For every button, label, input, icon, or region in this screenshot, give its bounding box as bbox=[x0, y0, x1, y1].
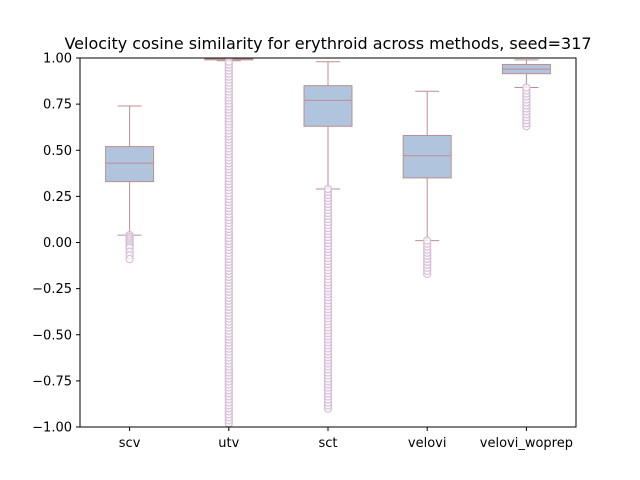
box-velovi bbox=[402, 90, 452, 242]
outlier-point bbox=[522, 83, 531, 92]
y-tick-label: −0.25 bbox=[32, 282, 72, 297]
y-tick-label: −0.75 bbox=[32, 374, 72, 389]
plot-area bbox=[105, 57, 551, 428]
y-tick-label: 0.75 bbox=[43, 98, 72, 113]
outlier-point bbox=[423, 236, 432, 245]
box-iqr bbox=[105, 146, 155, 183]
x-tick-label: sct bbox=[318, 436, 337, 451]
x-tick-label: velovi bbox=[408, 436, 447, 451]
y-tick-label: 0.50 bbox=[43, 144, 72, 159]
y-tick-label: −0.50 bbox=[32, 328, 72, 343]
box-iqr bbox=[402, 134, 452, 179]
outlier-point bbox=[125, 254, 134, 264]
x-tick-label: utv bbox=[218, 436, 239, 451]
x-axis: scv utv sct velovi velovi_woprep bbox=[119, 427, 573, 451]
x-tick-label: scv bbox=[119, 436, 141, 451]
outlier-point bbox=[224, 57, 233, 66]
box-iqr bbox=[303, 85, 353, 127]
box-scv bbox=[105, 105, 155, 236]
y-tick-label: 0.25 bbox=[43, 190, 72, 205]
y-tick-label: 1.00 bbox=[43, 52, 72, 67]
chart-title: Velocity cosine similarity for erythroid… bbox=[64, 34, 591, 53]
box-sct bbox=[303, 61, 353, 190]
x-tick-label: velovi_woprep bbox=[480, 436, 573, 451]
y-tick-label: −1.00 bbox=[32, 421, 72, 436]
y-axis: 1.00 0.75 0.50 0.25 0.00 −0.25 −0.50 −0.75 −1.00 bbox=[32, 52, 80, 436]
outlier-point bbox=[323, 184, 333, 194]
y-tick-label: 0.00 bbox=[43, 236, 72, 251]
